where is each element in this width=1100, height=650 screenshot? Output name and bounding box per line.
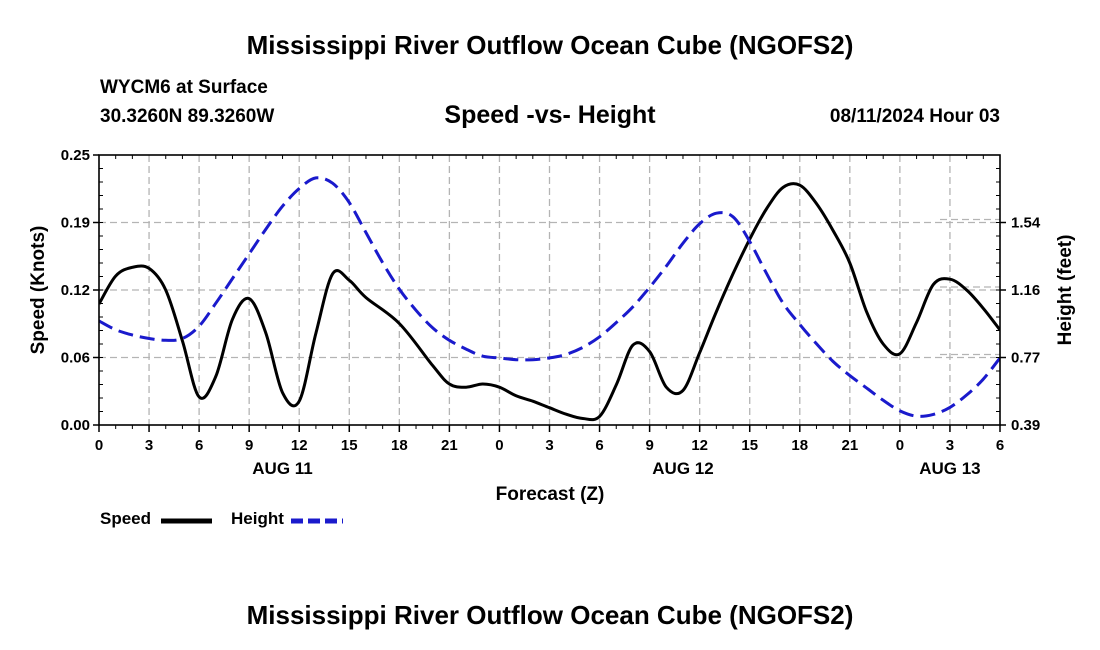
height-series-line <box>99 176 1000 418</box>
footer-title: Mississippi River Outflow Ocean Cube (NG… <box>246 600 854 630</box>
legend-height-label: Height <box>231 509 284 528</box>
x-tick-label: 6 <box>996 437 1004 454</box>
grid-lines <box>99 155 1000 425</box>
date-label: AUG 12 <box>652 459 713 478</box>
plot-frame <box>98 154 1001 426</box>
y-tick-label-left: 0.00 <box>61 417 90 434</box>
y-tick-label-left: 0.19 <box>61 215 90 232</box>
x-tick-label: 12 <box>691 437 708 454</box>
series-lines <box>99 176 1000 422</box>
chart-title: Mississippi River Outflow Ocean Cube (NG… <box>246 30 854 60</box>
y-axis-label-right: Height (feet) <box>1055 235 1076 346</box>
x-axis-label: Forecast (Z) <box>496 484 605 505</box>
x-tick-label: 21 <box>441 437 458 454</box>
coordinates-label: 30.3260N 89.3260W <box>100 106 275 127</box>
date-label: AUG 11 <box>252 459 312 478</box>
x-tick-label: 6 <box>595 437 603 454</box>
y-tick-label-right: 1.54 <box>1011 215 1041 232</box>
x-tick-label: 15 <box>341 437 358 454</box>
y-tick-label-left: 0.06 <box>61 350 90 367</box>
x-tick-label: 6 <box>195 437 203 454</box>
date-label: AUG 13 <box>919 459 980 478</box>
axes: 0 3 6 9 12 15 18 21 0 3 6 9 12 15 18 21 0 3 6 AUG 11 AUG 12 A… <box>61 147 1041 478</box>
x-tick-label: 0 <box>95 437 103 454</box>
chart-subtitle: Speed -vs- Height <box>444 101 656 129</box>
x-tick-label: 0 <box>896 437 904 454</box>
x-tick-label: 18 <box>391 437 408 454</box>
x-tick-label: 3 <box>946 437 954 454</box>
x-tick-label: 0 <box>495 437 503 454</box>
x-tick-label: 3 <box>545 437 553 454</box>
x-tick-label: 3 <box>145 437 153 454</box>
legend-speed-label: Speed <box>100 509 152 528</box>
y-tick-label-left: 0.12 <box>61 282 90 299</box>
timestamp-label: 08/11/2024 Hour 03 <box>829 106 1000 127</box>
y-tick-label-left: 0.25 <box>61 147 90 164</box>
x-tick-label: 9 <box>645 437 653 454</box>
x-tick-label: 18 <box>791 437 808 454</box>
station-label: WYCM6 at Surface <box>100 77 268 98</box>
speed-series-line <box>99 182 1000 422</box>
x-tick-label: 9 <box>245 437 253 454</box>
y-tick-label-right: 1.16 <box>1011 282 1040 299</box>
x-tick-label: 21 <box>841 437 858 454</box>
y-tick-label-right: 0.39 <box>1011 417 1040 434</box>
y-tick-label-right: 0.77 <box>1011 350 1040 367</box>
x-tick-label: 12 <box>291 437 308 454</box>
y-axis-label-left: Speed (Knots) <box>28 226 49 355</box>
x-tick-label: 15 <box>741 437 758 454</box>
